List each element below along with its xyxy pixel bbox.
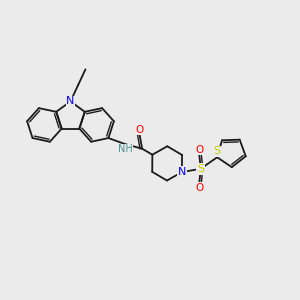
Text: NH: NH xyxy=(118,144,132,154)
Text: N: N xyxy=(178,167,186,177)
Text: S: S xyxy=(197,164,204,174)
Text: O: O xyxy=(195,183,203,193)
Text: N: N xyxy=(66,96,75,106)
Text: O: O xyxy=(136,125,144,135)
Text: O: O xyxy=(195,145,203,154)
Text: S: S xyxy=(214,146,221,156)
